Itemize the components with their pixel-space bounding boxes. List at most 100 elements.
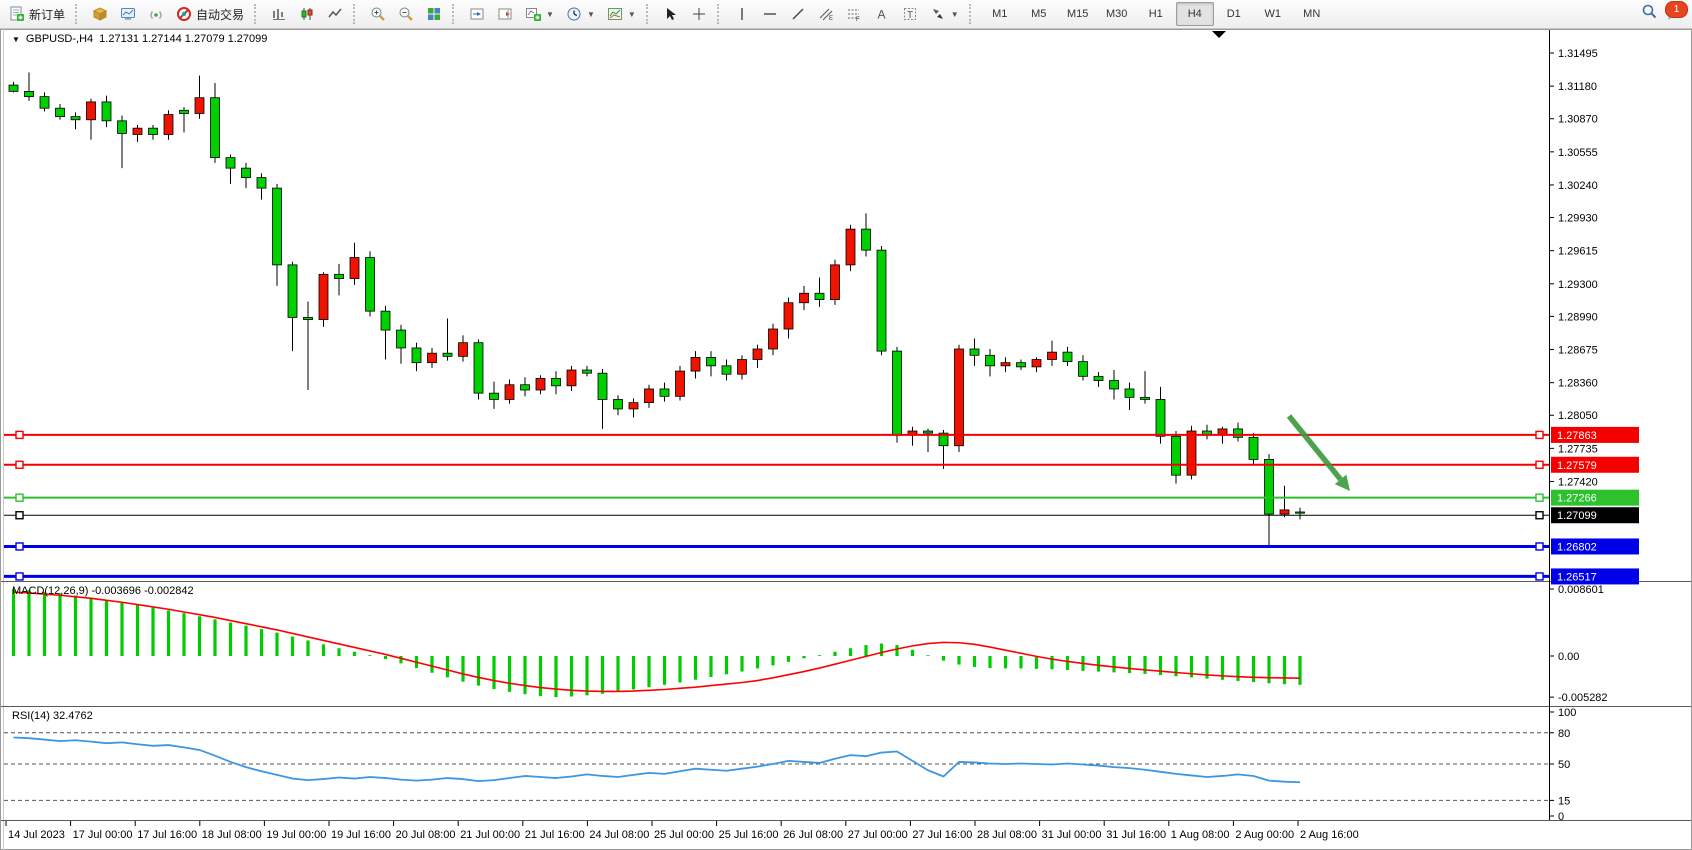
signal-button[interactable] (143, 1, 169, 27)
svg-text:1.29930: 1.29930 (1558, 213, 1598, 225)
time-axis: 14 Jul 2023 17 Jul 00:00 17 Jul 16:00 18 Ju… (5, 821, 1359, 841)
toolbar-grip (452, 4, 459, 24)
shapes-tool-button[interactable]: ▼ (925, 1, 964, 27)
svg-text:28 Jul 08:00: 28 Jul 08:00 (977, 829, 1037, 841)
crosshair-tool-button[interactable] (686, 1, 712, 27)
timeframe-button-w1[interactable]: W1 (1264, 8, 1281, 20)
new-order-icon (9, 6, 25, 22)
trendline-icon (790, 6, 806, 22)
bar-chart-mode-button[interactable] (266, 1, 292, 27)
chart-window: 1.31495 1.31180 1.30870 1.30555 1.30240 1.299… (0, 29, 1692, 850)
fibonacci-icon: F (846, 6, 862, 22)
auto-trading-label: 自动交易 (196, 7, 245, 22)
terminal-button[interactable] (115, 1, 141, 27)
svg-text:2 Aug 00:00: 2 Aug 00:00 (1235, 829, 1294, 841)
svg-text:1.28360: 1.28360 (1558, 378, 1598, 390)
periods-button[interactable]: ▼ (561, 1, 600, 27)
timeframe-button-m15[interactable]: M15 (1067, 8, 1089, 20)
tile-windows-button[interactable] (421, 1, 447, 27)
dropdown-caret-icon: ▼ (586, 9, 595, 19)
add-indicator-button[interactable]: ▼ (520, 1, 559, 27)
svg-text:1.26517: 1.26517 (1557, 571, 1597, 583)
timeframe-button-mn[interactable]: MN (1303, 8, 1321, 20)
timeframe-button-d1[interactable]: D1 (1226, 8, 1241, 20)
svg-text:1.29300: 1.29300 (1558, 279, 1598, 291)
new-order-button[interactable]: 新订单 (4, 1, 70, 27)
toolbar-grip (645, 4, 653, 24)
timeframe-button-h4[interactable]: H4 (1175, 2, 1214, 26)
svg-text:14 Jul 2023: 14 Jul 2023 (8, 829, 65, 841)
svg-text:1.29615: 1.29615 (1558, 246, 1598, 258)
timeframe-button-m5[interactable]: M5 (1031, 8, 1047, 20)
templates-button[interactable]: ▼ (602, 1, 641, 27)
channel-tool-button[interactable]: E (813, 1, 839, 27)
cursor-tool-button[interactable] (658, 1, 684, 27)
arrows-shapes-icon (930, 6, 946, 22)
line-chart-mode-button[interactable] (322, 1, 348, 27)
zoom-out-icon (398, 6, 414, 22)
macd-pane: 0.008601 0.00 -0.005282 (11, 584, 1608, 704)
svg-text:1 Aug 08:00: 1 Aug 08:00 (1171, 829, 1230, 841)
svg-text:1.30555: 1.30555 (1558, 147, 1598, 159)
zoom-in-button[interactable] (365, 1, 391, 27)
timeframe-button-h1[interactable]: H1 (1148, 8, 1163, 20)
down-arrow-annotation (1286, 414, 1350, 491)
svg-text:31 Jul 16:00: 31 Jul 16:00 (1106, 829, 1166, 841)
main-toolbar: 新订单 自动交易 ▼ ▼ ▼ E F A T ▼ M1 M5 M15 M30 H1 H4 D… (0, 0, 1692, 29)
timeframe-button-m30[interactable]: M30 (1106, 8, 1128, 20)
svg-text:26 Jul 08:00: 26 Jul 08:00 (783, 829, 843, 841)
svg-text:1.27099: 1.27099 (1557, 510, 1597, 522)
svg-text:17 Jul 16:00: 17 Jul 16:00 (137, 829, 197, 841)
toolbar-grip (254, 4, 261, 24)
notification-bubble-icon[interactable]: 1 (1664, 0, 1688, 25)
svg-text:21 Jul 16:00: 21 Jul 16:00 (525, 829, 585, 841)
svg-text:F: F (856, 17, 860, 22)
svg-text:0.00: 0.00 (1558, 651, 1579, 663)
clock-icon (566, 6, 582, 22)
vertical-line-tool-button[interactable] (729, 1, 755, 27)
zoom-in-icon (370, 6, 386, 22)
svg-text:17 Jul 00:00: 17 Jul 00:00 (73, 829, 133, 841)
zoom-out-button[interactable] (393, 1, 419, 27)
text-label-icon: T (902, 6, 918, 22)
timeframe-button-m1[interactable]: M1 (992, 8, 1008, 20)
svg-text:1.27266: 1.27266 (1557, 493, 1597, 505)
candle-chart-mode-button[interactable] (294, 1, 320, 27)
auto-trading-button[interactable]: 自动交易 (171, 1, 249, 27)
candlestick-chart-icon (299, 6, 315, 22)
timeframe-bar: M1 M5 M15 M30 H1 H4 D1 W1 MN (981, 2, 1331, 26)
inbox-button[interactable] (87, 1, 113, 27)
chart-shift-button[interactable] (492, 1, 518, 27)
svg-text:1.27735: 1.27735 (1558, 443, 1598, 455)
trendline-tool-button[interactable] (785, 1, 811, 27)
svg-text:31 Jul 00:00: 31 Jul 00:00 (1042, 829, 1102, 841)
candles-layer (8, 72, 1305, 547)
svg-text:19 Jul 16:00: 19 Jul 16:00 (331, 829, 391, 841)
horizontal-line-tool-button[interactable] (757, 1, 783, 27)
toolbar-grip (75, 4, 82, 24)
svg-text:25 Jul 00:00: 25 Jul 00:00 (654, 829, 714, 841)
chart-canvas[interactable]: 1.31495 1.31180 1.30870 1.30555 1.30240 1.299… (0, 29, 1692, 850)
svg-text:2 Aug 16:00: 2 Aug 16:00 (1300, 829, 1359, 841)
svg-text:15: 15 (1558, 795, 1570, 807)
svg-text:1.28990: 1.28990 (1558, 311, 1598, 323)
svg-text:18 Jul 08:00: 18 Jul 08:00 (202, 829, 262, 841)
svg-text:27 Jul 16:00: 27 Jul 16:00 (912, 829, 972, 841)
text-label-tool-button[interactable]: T (897, 1, 923, 27)
crosshair-icon (691, 6, 707, 22)
svg-text:20 Jul 08:00: 20 Jul 08:00 (396, 829, 456, 841)
equidistant-channel-icon: E (818, 6, 834, 22)
svg-text:21 Jul 00:00: 21 Jul 00:00 (460, 829, 520, 841)
new-order-label: 新订单 (29, 7, 66, 22)
search-icon[interactable] (1641, 3, 1658, 25)
tile-windows-icon (426, 6, 442, 22)
svg-text:1.26802: 1.26802 (1557, 541, 1597, 553)
fibonacci-tool-button[interactable]: F (841, 1, 867, 27)
text-tool-button[interactable]: A (869, 1, 895, 27)
auto-scroll-button[interactable] (464, 1, 490, 27)
svg-text:0.008601: 0.008601 (1558, 584, 1604, 596)
svg-text:A: A (877, 8, 885, 22)
svg-text:25 Jul 16:00: 25 Jul 16:00 (719, 829, 779, 841)
horizontal-line-icon (762, 6, 778, 22)
auto-trading-status-icon (176, 6, 192, 22)
